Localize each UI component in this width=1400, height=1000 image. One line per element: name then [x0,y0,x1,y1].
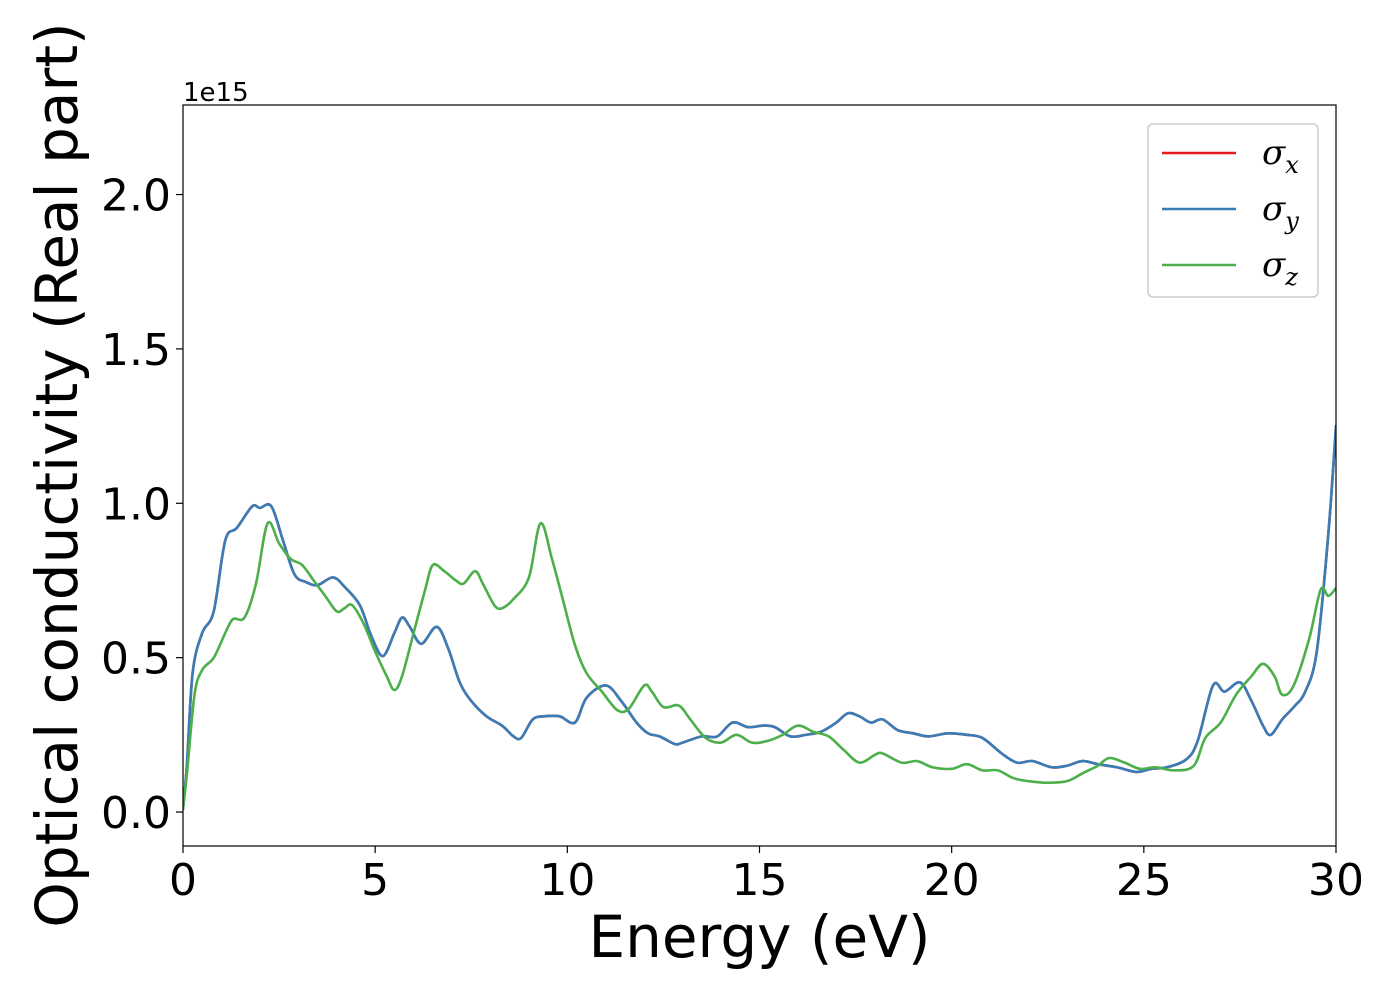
legend-label-x: σx [1262,133,1299,179]
y-tick-label: 2.0 [101,171,171,222]
y-axis-label: Optical conductivity (Real part) [23,22,91,927]
series-layer [183,424,1336,811]
y-axis: 0.0 0.5 1.0 1.5 2.0 [101,171,183,839]
x-axis: 0 5 10 15 20 25 30 [169,846,1364,906]
x-tick-label: 15 [732,855,788,906]
legend-label-y: σy [1262,189,1299,235]
series-line-z [183,520,1336,811]
x-axis-label: Energy (eV) [588,903,930,971]
legend: σx σy σz [1147,123,1319,298]
x-tick-label: 0 [169,855,197,906]
y-offset-label: 1e15 [183,78,249,108]
y-tick-label: 0.5 [101,634,171,685]
x-tick-label: 25 [1116,855,1172,906]
legend-box [1147,123,1319,298]
x-tick-label: 5 [361,855,389,906]
x-tick-label: 10 [539,855,595,906]
series-line-y [183,424,1336,811]
y-tick-label: 1.5 [101,325,171,376]
y-tick-label: 1.0 [101,479,171,530]
legend-label-z: σz [1262,245,1298,291]
x-tick-label: 20 [924,855,980,906]
y-tick-label: 0.0 [101,788,171,839]
x-tick-label: 30 [1308,855,1364,906]
